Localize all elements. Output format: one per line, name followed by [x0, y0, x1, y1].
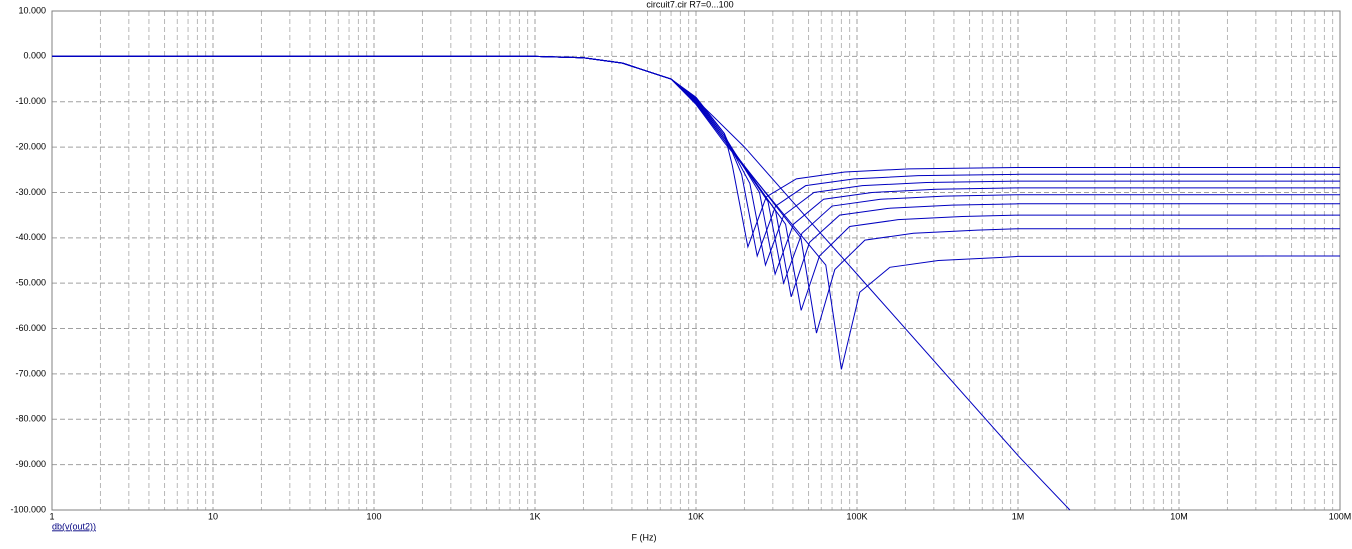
x-tick-label: 10M: [1170, 511, 1188, 521]
x-tick-label: 1K: [529, 511, 540, 521]
y-tick-label: -70.000: [15, 368, 46, 378]
y-tick-label: -90.000: [15, 459, 46, 469]
y-tick-label: -40.000: [15, 232, 46, 242]
y-tick-label: -80.000: [15, 414, 46, 424]
y-tick-label: -60.000: [15, 323, 46, 333]
x-tick-label: 100: [366, 511, 381, 521]
y-tick-label: 10.000: [18, 5, 46, 15]
series-line: [52, 55, 1340, 286]
x-tick-label: 1M: [1012, 511, 1025, 521]
x-tick-label: 1: [49, 511, 54, 521]
x-tick-label: 10K: [688, 511, 704, 521]
series-line: [52, 55, 1341, 370]
y-tick-label: -20.000: [15, 141, 46, 151]
x-tick-label: 10: [208, 511, 218, 521]
y-axis-label: db(v(out2)): [52, 521, 96, 531]
y-tick-label: -100.000: [10, 504, 46, 514]
x-tick-label: 100M: [1329, 511, 1352, 521]
y-tick-label: -10.000: [15, 96, 46, 106]
y-tick-label: -30.000: [15, 187, 46, 197]
y-tick-label: -50.000: [15, 278, 46, 288]
plot-frame: [51, 10, 1341, 511]
x-tick-label: 100K: [846, 511, 867, 521]
chart-title: circuit7.cir R7=0...100: [646, 0, 733, 9]
y-tick-label: 0.000: [23, 51, 46, 61]
x-axis-label: F (Hz): [632, 532, 657, 542]
